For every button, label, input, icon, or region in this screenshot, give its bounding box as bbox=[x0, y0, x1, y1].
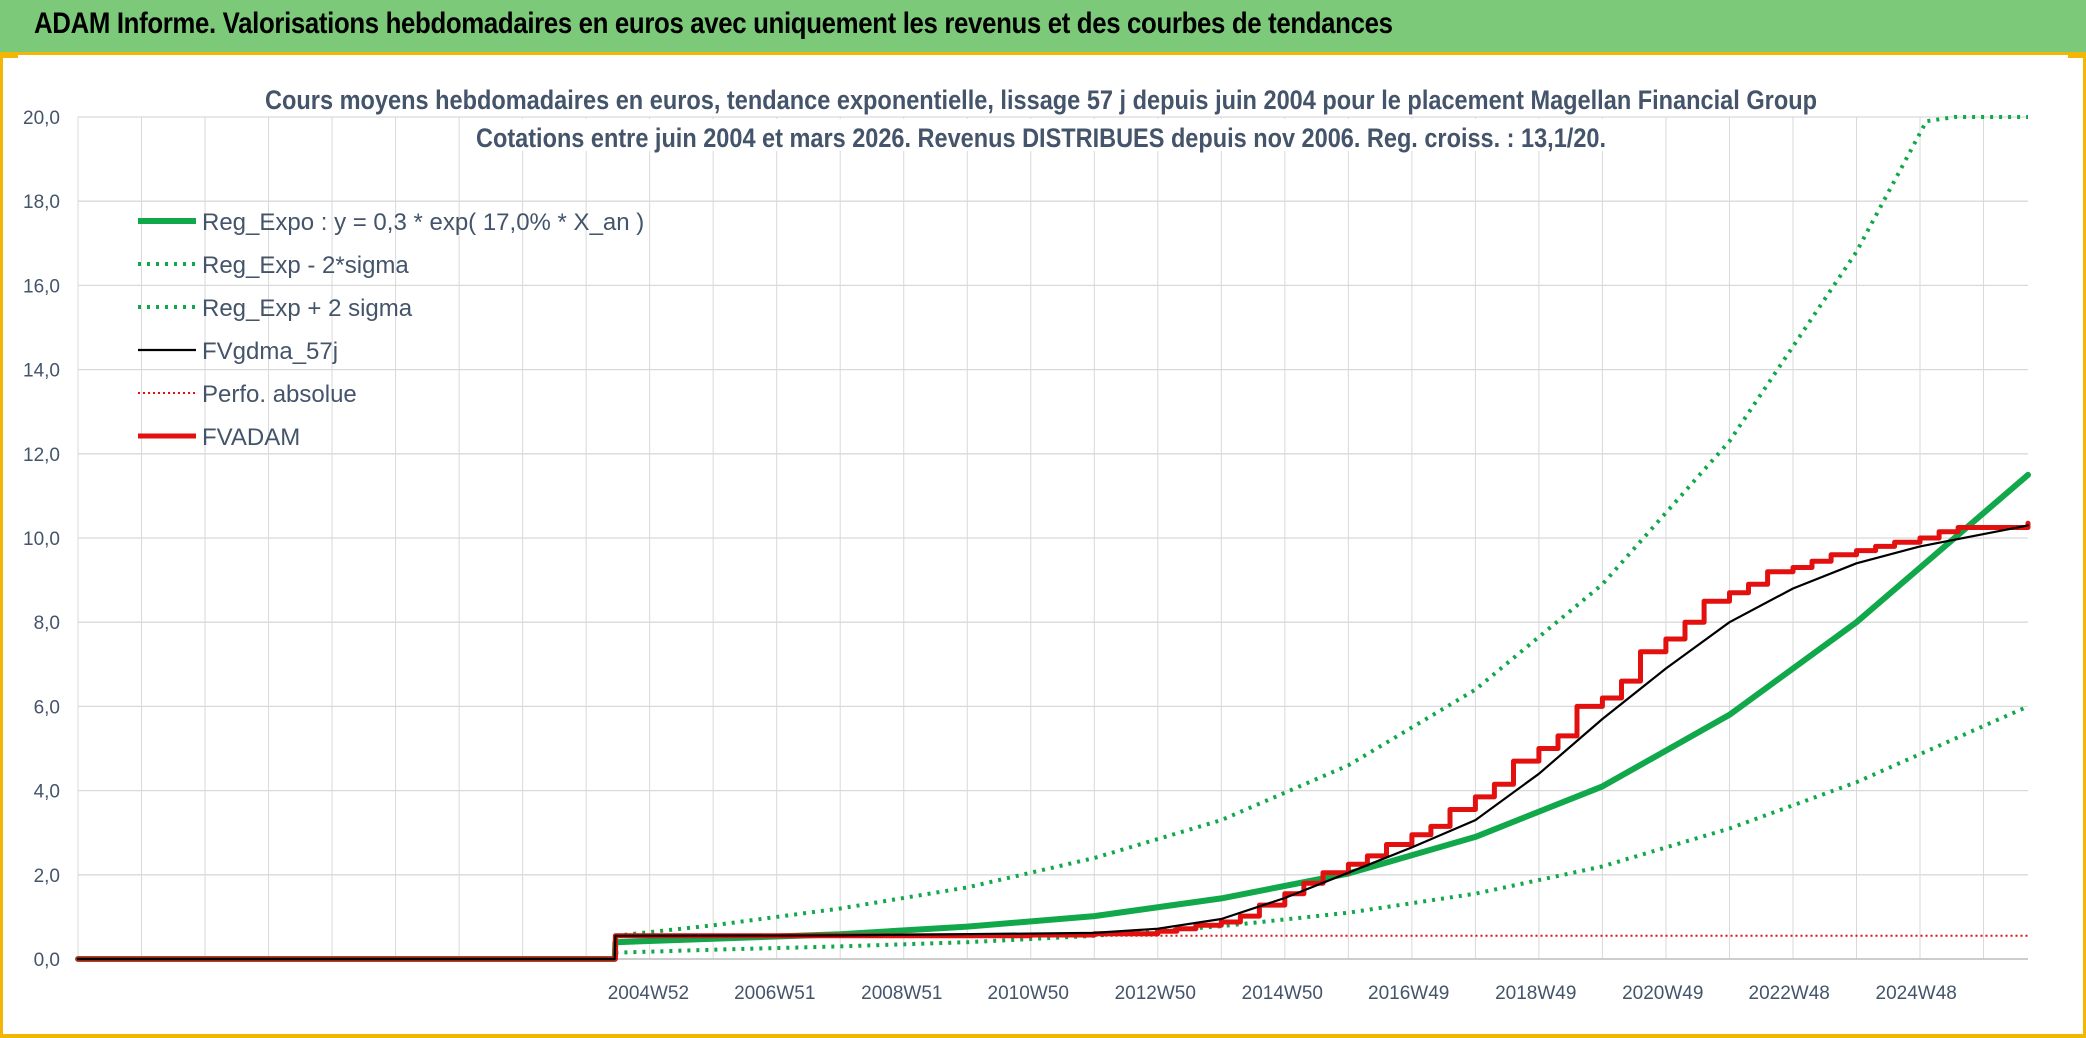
series-reg-expo bbox=[75, 471, 2031, 962]
legend-label: Perfo. absolue bbox=[202, 381, 357, 408]
series-perfo-absolue bbox=[78, 934, 2028, 960]
x-tick-label: 2014W50 bbox=[1242, 983, 1323, 1004]
x-tick-label: 2010W50 bbox=[988, 983, 1069, 1004]
frame-corner-left bbox=[0, 52, 18, 58]
frame-corner-right bbox=[2068, 52, 2086, 58]
chart-title-bg-2 bbox=[470, 119, 1614, 151]
y-tick-label: 6,0 bbox=[34, 697, 60, 718]
legend: Reg_Expo : y = 0,3 * exp( 17,0% * X_an )… bbox=[138, 209, 644, 451]
y-tick-label: 10,0 bbox=[23, 529, 60, 550]
legend-label: Reg_Expo : y = 0,3 * exp( 17,0% * X_an ) bbox=[202, 209, 644, 236]
grid bbox=[77, 116, 2028, 960]
y-tick-label: 18,0 bbox=[23, 192, 60, 213]
chart-title-line-1: Cours moyens hebdomadaires en euros, ten… bbox=[265, 85, 1817, 115]
frame-bottom bbox=[0, 1034, 2086, 1038]
frame-right bbox=[2083, 55, 2086, 1038]
x-tick-label: 2016W49 bbox=[1368, 983, 1449, 1004]
y-tick-label: 2,0 bbox=[34, 866, 60, 887]
series-fvadam bbox=[75, 520, 2031, 962]
frame-left bbox=[0, 55, 3, 1038]
y-tick-label: 4,0 bbox=[34, 782, 60, 803]
chart-title-line-2: Cotations entre juin 2004 et mars 2026. … bbox=[476, 123, 1606, 153]
chart: 0,02,04,06,08,010,012,014,016,018,020,0 … bbox=[23, 81, 2031, 1004]
banner: ADAM Informe. Valorisations hebdomadaire… bbox=[0, 0, 2086, 55]
x-tick-label: 2006W51 bbox=[734, 983, 815, 1004]
y-tick-label: 14,0 bbox=[23, 361, 60, 382]
series-reg-exp-minus-2sigma bbox=[615, 704, 2029, 955]
x-tick-label: 2012W50 bbox=[1115, 983, 1196, 1004]
y-tick-label: 0,0 bbox=[34, 950, 60, 971]
y-tick-label: 16,0 bbox=[23, 276, 60, 297]
y-tick-label: 8,0 bbox=[34, 613, 60, 634]
x-tick-label: 2020W49 bbox=[1622, 983, 1703, 1004]
legend-label: FVADAM bbox=[202, 424, 300, 451]
series-lines bbox=[75, 115, 2031, 962]
series-reg-exp-plus-2sigma bbox=[615, 115, 2028, 938]
x-axis-ticks: 2004W52 2006W51 2008W51 2010W50 2012W50 2014W… bbox=[608, 983, 1957, 1004]
x-tick-label: 2022W48 bbox=[1749, 983, 1830, 1004]
x-tick-label: 2024W48 bbox=[1876, 983, 1957, 1004]
x-tick-label: 2018W49 bbox=[1495, 983, 1576, 1004]
y-tick-label: 20,0 bbox=[23, 108, 60, 129]
legend-label: FVgdma_57j bbox=[202, 338, 338, 365]
chart-title-bg-1 bbox=[258, 81, 1826, 113]
series-fvgdma-57j bbox=[76, 524, 2030, 961]
banner-title: ADAM Informe. Valorisations hebdomadaire… bbox=[34, 7, 1393, 40]
y-axis-ticks: 0,0 2,0 4,0 6,0 8,0 10,0 12,0 14,0 16,0 18,0 20,0 bbox=[23, 108, 60, 971]
x-tick-label: 2008W51 bbox=[861, 983, 942, 1004]
legend-label: Reg_Exp - 2*sigma bbox=[202, 252, 409, 279]
x-tick-label: 2004W52 bbox=[608, 983, 689, 1004]
legend-label: Reg_Exp + 2 sigma bbox=[202, 295, 413, 322]
chart-title: Cours moyens hebdomadaires en euros, ten… bbox=[258, 81, 1826, 153]
y-tick-label: 12,0 bbox=[23, 445, 60, 466]
